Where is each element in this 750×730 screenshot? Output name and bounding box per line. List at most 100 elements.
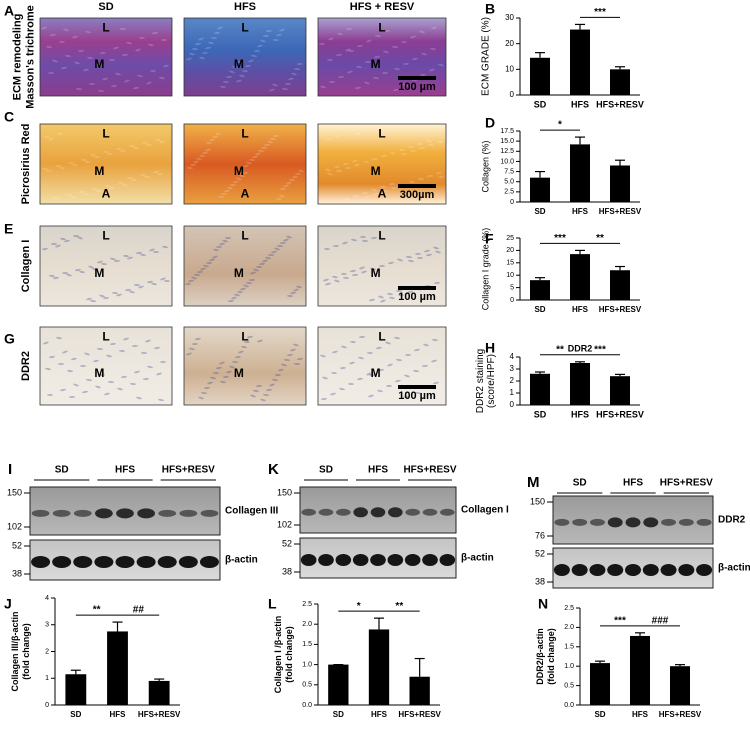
texture [415, 391, 421, 395]
texture [157, 172, 163, 176]
texture [249, 158, 255, 162]
texture [211, 36, 217, 40]
significance-label: *** [554, 233, 566, 244]
texture [115, 72, 121, 76]
panel-letter: I [8, 461, 12, 478]
y-tick-label: 0.0 [302, 702, 312, 709]
bar [610, 376, 630, 405]
texture [191, 276, 197, 280]
texture [350, 340, 356, 344]
texture [93, 359, 99, 363]
image-tag: L [378, 229, 385, 243]
texture [386, 385, 392, 387]
texture [359, 266, 365, 270]
texture [89, 82, 95, 86]
y-tick-label: 0.0 [564, 702, 574, 709]
texture [374, 55, 380, 59]
band [643, 517, 659, 528]
texture [120, 149, 126, 153]
texture [373, 192, 379, 196]
bar [530, 373, 550, 405]
texture [114, 259, 120, 263]
texture [228, 299, 234, 303]
texture [331, 371, 337, 375]
texture [108, 380, 114, 384]
texture [371, 236, 377, 240]
texture [409, 180, 415, 184]
image-tag: A [378, 187, 387, 201]
texture [122, 53, 128, 57]
texture [289, 178, 295, 182]
texture [320, 85, 326, 89]
y-tick-label: 5.0 [504, 179, 514, 186]
texture [391, 186, 397, 190]
texture [55, 244, 61, 248]
texture [351, 238, 357, 242]
texture [401, 152, 407, 156]
significance-label: * [357, 601, 361, 612]
texture [350, 269, 356, 273]
texture [394, 67, 400, 71]
texture [213, 371, 219, 375]
band [422, 508, 438, 516]
texture [326, 137, 332, 141]
texture [69, 395, 75, 399]
image-tag: L [102, 329, 109, 343]
texture [212, 255, 218, 259]
texture [50, 33, 56, 37]
texture [120, 27, 126, 31]
texture [192, 342, 198, 346]
band [387, 554, 404, 566]
micrograph [183, 17, 307, 97]
texture [96, 189, 102, 193]
texture [272, 378, 278, 382]
texture [62, 350, 68, 354]
image-tag: M [234, 57, 244, 71]
texture [423, 343, 429, 347]
texture [346, 27, 352, 31]
band [318, 554, 334, 566]
texture [276, 33, 282, 37]
image-tag: L [378, 20, 385, 34]
texture [270, 137, 276, 141]
texture [437, 140, 443, 144]
marker-label: 76 [535, 530, 545, 540]
texture [253, 389, 259, 393]
texture [81, 158, 87, 162]
texture [366, 372, 372, 376]
texture [202, 51, 208, 55]
texture [130, 382, 136, 386]
texture [99, 373, 105, 377]
texture [73, 383, 79, 387]
texture [206, 261, 212, 265]
image-tag: M [94, 164, 104, 178]
x-tick-label: HFS+RESV [138, 710, 181, 719]
texture [192, 47, 198, 51]
texture [426, 253, 432, 257]
texture [196, 157, 202, 161]
y-axis-label: (fold change) [546, 628, 556, 685]
texture [259, 262, 265, 266]
y-tick-label: 0.5 [564, 682, 574, 689]
texture [231, 296, 237, 300]
scale-bar [398, 76, 436, 80]
x-tick-label: HFS+RESV [596, 409, 644, 419]
y-tick-label: 0 [45, 702, 49, 709]
band [73, 509, 92, 517]
texture [335, 134, 341, 138]
texture [329, 80, 335, 84]
texture [319, 42, 325, 46]
texture [204, 386, 210, 390]
texture [97, 347, 103, 351]
texture [209, 258, 215, 262]
row-label: Masson's trichrome [24, 5, 36, 108]
texture [143, 377, 149, 381]
texture [161, 39, 167, 41]
texture [321, 397, 327, 401]
texture [47, 393, 53, 397]
texture [432, 338, 438, 342]
texture [389, 182, 395, 186]
x-tick-label: SD [594, 710, 605, 719]
texture [159, 76, 165, 80]
texture [122, 183, 128, 187]
